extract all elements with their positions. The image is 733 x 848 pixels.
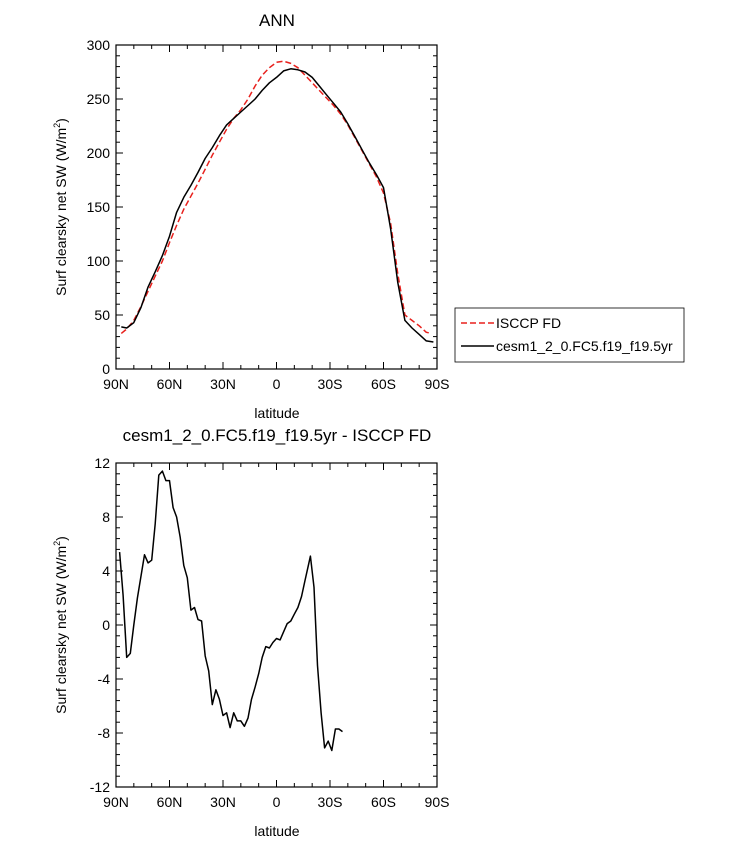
y-axis-label-close: ) [53,536,69,541]
x-tick-label: 90N [103,376,129,392]
y-tick-label: 250 [87,91,111,107]
legend-box [454,307,685,363]
y-tick-label: 4 [102,563,110,579]
legend-label-cesm: cesm1_2_0.FC5.f19_f19.5yr [496,338,673,354]
y-tick-label: -8 [98,725,111,741]
x-tick-label: 0 [273,376,281,392]
y-axis-label-text: Surf clearsky net SW (W/m [53,128,69,296]
x-axis: 90N 60N 30N 0 30S 60S 90S [103,45,449,392]
x-tick-label: 30S [318,376,343,392]
x-tick-label: 60S [371,794,396,810]
x-tick-label: 90S [425,794,450,810]
y-tick-label: 0 [102,361,110,377]
series-layer [118,470,343,752]
x-axis: 90N 60N 30N 0 30S 60S 90S [103,463,449,810]
panel-difference: cesm1_2_0.FC5.f19_f19.5yr - ISCCP FD -12… [52,426,449,839]
x-tick-label: 90S [425,376,450,392]
x-axis-label: latitude [254,405,299,421]
y-tick-label: 300 [87,37,111,53]
plot-frame [115,44,438,370]
y-axis-label: Surf clearsky net SW (W/m2) [52,536,69,714]
x-tick-label: 30N [210,794,236,810]
y-axis-label-sup: 2 [52,123,62,128]
x-tick-label: 90N [103,794,129,810]
y-axis: 0 50 100 150 200 250 300 [87,37,437,377]
y-tick-label: 0 [102,617,110,633]
series-line-0 [120,60,432,335]
y-axis-label-sup: 2 [52,541,62,546]
chart-title: ANN [259,11,295,30]
y-tick-label: 100 [87,253,111,269]
y-axis-label: Surf clearsky net SW (W/m2) [52,118,69,296]
x-tick-label: 30S [318,794,343,810]
plot-frame [115,462,438,788]
y-tick-label: 150 [87,199,111,215]
x-tick-label: 0 [273,794,281,810]
y-axis-label-close: ) [53,118,69,123]
series-line-1 [121,68,434,343]
y-tick-label: 12 [94,455,110,471]
legend-label-isccp: ISCCP FD [496,315,561,331]
y-axis: -12 -8 -4 0 4 8 12 [90,455,437,795]
y-tick-label: 50 [94,307,110,323]
x-tick-label: 60N [157,376,183,392]
chart-title: cesm1_2_0.FC5.f19_f19.5yr - ISCCP FD [123,426,432,445]
x-tick-label: 60N [157,794,183,810]
x-tick-label: 60S [371,376,396,392]
y-tick-label: 200 [87,145,111,161]
x-axis-label: latitude [254,823,299,839]
legend: ISCCP FD cesm1_2_0.FC5.f19_f19.5yr [454,307,685,363]
x-tick-label: 30N [210,376,236,392]
y-tick-label: 8 [102,509,110,525]
y-axis-label-text: Surf clearsky net SW (W/m [53,546,69,714]
y-tick-label: -12 [90,779,110,795]
series-layer [120,60,434,343]
series-line-0 [118,470,343,752]
y-tick-label: -4 [98,671,111,687]
